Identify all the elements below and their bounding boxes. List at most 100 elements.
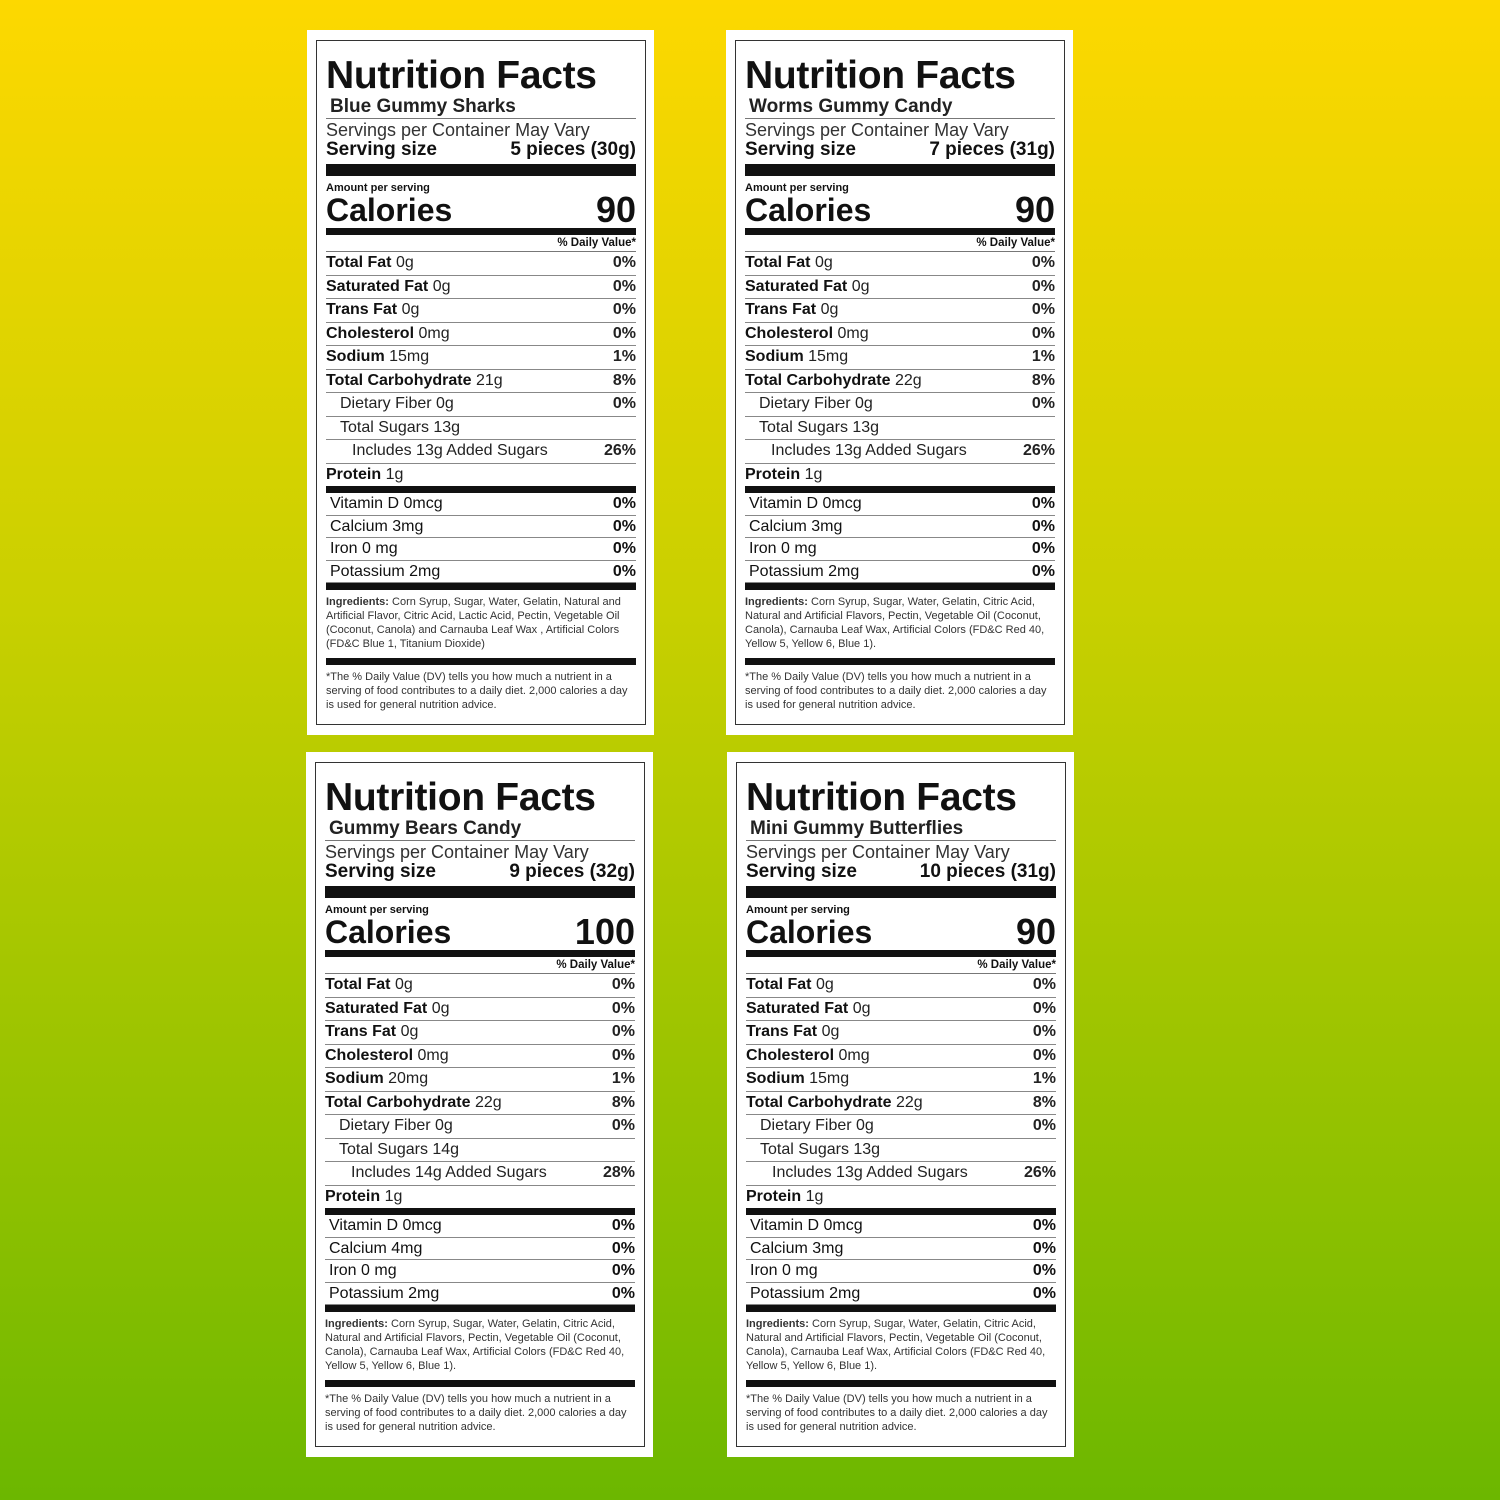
nutrient-label: Total Carbohydrate bbox=[745, 371, 891, 389]
nutrient-amount: 1g bbox=[804, 465, 823, 483]
vitamin-name: Potassium 2mg bbox=[750, 1284, 861, 1302]
vitamin-name: Vitamin D 0mcg bbox=[330, 495, 443, 512]
nutrient-row: Includes 13g Added Sugars 26% bbox=[746, 1162, 1056, 1186]
vitamin-dv: 0% bbox=[1031, 562, 1055, 580]
nutrient-amount: 20mg bbox=[388, 1070, 429, 1087]
nutrient-name: Cholesterol 0mg bbox=[326, 323, 450, 346]
nutrient-amount: 22g bbox=[894, 371, 922, 389]
divider-medium bbox=[325, 950, 635, 957]
vitamin-name: Calcium 3mg bbox=[750, 1239, 844, 1257]
divider-thick bbox=[325, 1380, 635, 1387]
nutrient-name: Total Sugars 14g bbox=[339, 1139, 459, 1162]
nutrient-label: Total Fat bbox=[326, 254, 392, 271]
vitamin-row: Calcium 3mg 0% bbox=[326, 516, 636, 538]
nutrient-label: Total Carbohydrate bbox=[325, 1093, 471, 1111]
nutrient-label: Protein bbox=[326, 465, 382, 483]
nutrient-dv: 26% bbox=[1023, 1164, 1056, 1181]
divider-thick bbox=[745, 583, 1055, 590]
vitamin-name: Potassium 2mg bbox=[329, 1284, 440, 1302]
nutrient-row: Sodium 15mg 1% bbox=[746, 1068, 1056, 1092]
nutrient-name: Total Carbohydrate 22g bbox=[325, 1092, 502, 1115]
calories-row: Calories 90 bbox=[326, 192, 636, 228]
divider-thick bbox=[745, 164, 1055, 176]
vitamin-name: Iron 0 mg bbox=[749, 540, 817, 557]
vitamin-row: Potassium 2mg 0% bbox=[745, 561, 1055, 583]
vitamin-dv: 0% bbox=[1032, 1217, 1056, 1234]
nutrient-label: Total Fat bbox=[745, 254, 811, 271]
ingredients-label: Ingredients: bbox=[325, 1318, 388, 1330]
nutrient-dv: 0% bbox=[1031, 395, 1055, 412]
nutrient-dv: 0% bbox=[612, 254, 636, 271]
nutrient-label: Total Sugars 13g bbox=[340, 418, 461, 436]
nutrient-name: Cholesterol 0mg bbox=[745, 323, 869, 346]
nutrient-dv: 0% bbox=[1032, 999, 1056, 1017]
calories-label: Calories bbox=[745, 192, 872, 228]
nutrient-amount: 21g bbox=[475, 371, 503, 389]
divider-thick bbox=[746, 1305, 1056, 1312]
vitamin-row: Iron 0 mg 0% bbox=[325, 1260, 635, 1283]
vitamin-row: Vitamin D 0mcg 0% bbox=[326, 493, 636, 516]
nutrient-name: Saturated Fat 0g bbox=[746, 998, 871, 1021]
nutrient-label: Includes 13g Added Sugars bbox=[772, 1164, 968, 1181]
nutrient-amount: 0g bbox=[431, 999, 450, 1017]
nutrient-dv: 0% bbox=[611, 1117, 635, 1134]
vitamin-dv: 0% bbox=[1032, 1284, 1056, 1302]
nutrient-row: Total Carbohydrate 22g 8% bbox=[745, 370, 1055, 393]
nutrient-name: Saturated Fat 0g bbox=[325, 998, 450, 1021]
nutrient-label: Saturated Fat bbox=[326, 277, 429, 295]
product-name: Mini Gummy Butterflies bbox=[746, 818, 1056, 841]
nutrient-dv: 8% bbox=[1031, 371, 1055, 389]
nutrient-name: Sodium 15mg bbox=[326, 346, 429, 369]
vitamin-dv: 0% bbox=[611, 1239, 635, 1257]
nutrient-label: Saturated Fat bbox=[746, 999, 849, 1017]
nutrient-name: Total Carbohydrate 22g bbox=[745, 370, 922, 393]
nutrient-label: Protein bbox=[745, 465, 801, 483]
nutrient-label: Includes 13g Added Sugars bbox=[352, 442, 548, 459]
servings-per-container: Servings per Container May Vary bbox=[325, 842, 589, 862]
nutrient-label: Protein bbox=[746, 1187, 802, 1205]
vitamin-name: Vitamin D 0mcg bbox=[749, 495, 862, 512]
nutrient-amount: 0g bbox=[395, 254, 414, 271]
nutrient-row: Total Carbohydrate 21g 8% bbox=[326, 370, 636, 393]
nutrient-dv: 1% bbox=[1032, 1070, 1056, 1087]
divider-thick bbox=[326, 164, 636, 176]
nutrient-amount: 1g bbox=[805, 1187, 824, 1205]
calories-value: 90 bbox=[1014, 189, 1055, 230]
footnote: *The % Daily Value (DV) tells you how mu… bbox=[325, 1393, 627, 1433]
nutrient-label: Trans Fat bbox=[326, 301, 398, 318]
product-name: Blue Gummy Sharks bbox=[326, 96, 636, 119]
nutrient-name: Total Carbohydrate 22g bbox=[746, 1092, 923, 1115]
nutrient-row: Total Carbohydrate 22g 8% bbox=[746, 1092, 1056, 1115]
nutrient-name: Dietary Fiber 0g bbox=[760, 1115, 874, 1138]
vitamin-name: Calcium 3mg bbox=[330, 517, 424, 535]
nutrient-amount: 1g bbox=[385, 465, 404, 483]
nutrient-dv: 0% bbox=[612, 301, 636, 318]
nutrient-name: Trans Fat 0g bbox=[325, 1021, 418, 1044]
label-title: Nutrition Facts bbox=[746, 776, 1017, 819]
vitamin-row: Iron 0 mg 0% bbox=[745, 538, 1055, 561]
divider-thick bbox=[746, 1208, 1056, 1215]
ingredients-label: Ingredients: bbox=[746, 1318, 809, 1330]
nutrient-label: Total Carbohydrate bbox=[746, 1093, 892, 1111]
amount-per-serving: Amount per serving bbox=[745, 182, 849, 194]
nutrient-row: Saturated Fat 0g 0% bbox=[745, 276, 1055, 299]
nutrient-name: Total Sugars 13g bbox=[759, 417, 879, 440]
vitamin-dv: 0% bbox=[612, 495, 636, 512]
nutrient-label: Cholesterol bbox=[745, 324, 834, 342]
vitamin-dv: 0% bbox=[612, 540, 636, 557]
nutrient-row: Total Carbohydrate 22g 8% bbox=[325, 1092, 635, 1115]
divider-thick bbox=[326, 583, 636, 590]
nutrient-dv: 0% bbox=[611, 1023, 635, 1040]
nutrient-label: Total Sugars 14g bbox=[339, 1140, 460, 1158]
serving-size-label: Serving size bbox=[746, 861, 857, 882]
nutrient-row: Protein 1g bbox=[326, 464, 636, 487]
vitamin-dv: 0% bbox=[1031, 495, 1055, 512]
ingredients: Ingredients: Corn Syrup, Sugar, Water, G… bbox=[325, 1312, 635, 1380]
divider-thick bbox=[746, 1380, 1056, 1387]
nutrient-name: Saturated Fat 0g bbox=[326, 276, 451, 299]
nutrient-name: Saturated Fat 0g bbox=[745, 276, 870, 299]
serving-size-value: 7 pieces (31g) bbox=[929, 139, 1055, 160]
nutrition-label: Nutrition Facts Worms Gummy Candy Servings… bbox=[735, 40, 1065, 725]
nutrient-row: Protein 1g bbox=[325, 1186, 635, 1209]
nutrient-dv: 0% bbox=[1031, 254, 1055, 271]
